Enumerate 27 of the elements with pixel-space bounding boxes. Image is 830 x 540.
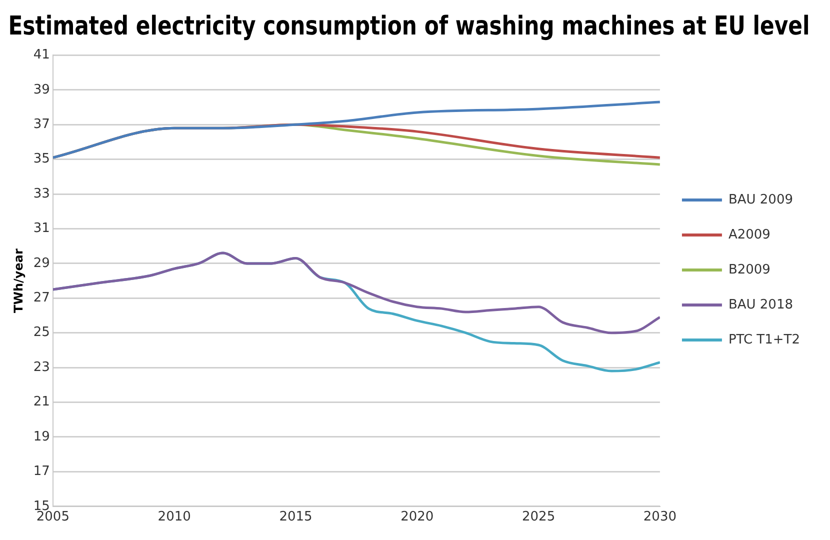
y-tick-label: 39 [33,82,50,98]
y-tick-label: 17 [33,464,50,480]
legend-label: B2009 [728,262,770,278]
x-tick-label: 2025 [522,510,556,525]
line-series [52,252,660,334]
x-tick-label: 2020 [400,510,434,525]
y-tick-label: 19 [33,429,50,444]
x-tick-label: 2030 [643,510,676,525]
y-tick-label: 37 [33,116,50,132]
legend-label: PTC T1+T2 [728,332,800,348]
y-tick-label: 31 [33,221,50,236]
y-tick-label: 33 [33,186,50,202]
y-tick-label: 25 [33,325,50,340]
y-tick-label: 35 [33,152,50,167]
y-tick-label: 29 [33,256,50,271]
chart-title: Estimated electricity consumption of washing machines at EU level [8,10,810,41]
x-tick-label: 2015 [279,510,312,525]
y-tick-label: 41 [33,48,50,63]
y-tick-label: 21 [33,394,50,410]
y-tick-label: 23 [33,360,50,375]
line-series [52,100,660,159]
x-tick-label: 2010 [158,510,191,525]
y-tick-label: 27 [33,290,50,306]
legend-label: BAU 2009 [728,192,793,208]
legend-label: BAU 2018 [728,297,793,312]
y-axis-title: TWh/year [11,248,26,313]
legend-label: A2009 [728,227,770,242]
